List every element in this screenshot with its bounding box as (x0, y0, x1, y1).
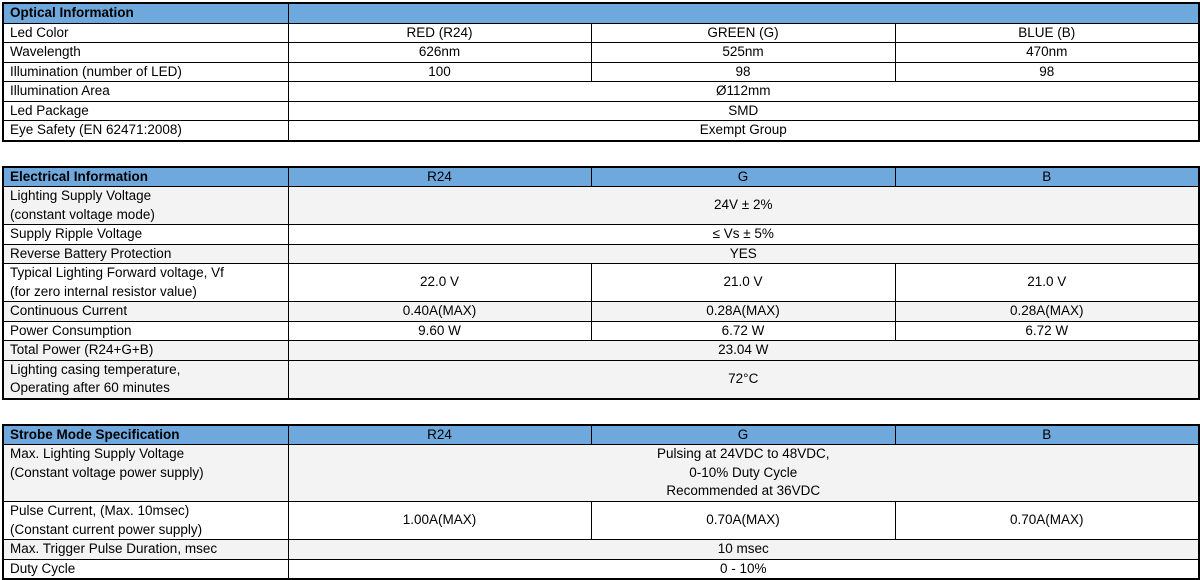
value-cell-merged: Exempt Group (288, 121, 1199, 141)
value-cell-b: 6.72 W (895, 321, 1199, 341)
row-label: Duty Cycle (3, 559, 288, 579)
value-cell-merged: Ø112mm (288, 82, 1199, 102)
row-label: Reverse Battery Protection (3, 244, 288, 264)
value-cell-b: 0.28A(MAX) (895, 302, 1199, 322)
row-label: Led Color (3, 23, 288, 43)
row-label: Continuous Current (3, 302, 288, 322)
row-label: Led Package (3, 101, 288, 121)
column-header-r24: R24 (288, 167, 591, 187)
table-row: Continuous Current 0.40A(MAX) 0.28A(MAX)… (3, 302, 1199, 322)
value-cell-merged: 72°C (288, 360, 1199, 399)
optical-header-spacer (288, 3, 1199, 23)
value-cell-g: 0.70A(MAX) (591, 502, 895, 540)
table-row: Illumination Area Ø112mm (3, 82, 1199, 102)
value-cell-r24: 100 (288, 62, 591, 82)
row-label: Eye Safety (EN 62471:2008) (3, 121, 288, 141)
table-row: Reverse Battery Protection YES (3, 244, 1199, 264)
table-row: Led Package SMD (3, 101, 1199, 121)
table-row: Wavelength 626nm 525nm 470nm (3, 43, 1199, 63)
table-row: Led Color RED (R24) GREEN (G) BLUE (B) (3, 23, 1199, 43)
table-row: Lighting casing temperature, Operating a… (3, 360, 1199, 399)
row-label: Typical Lighting Forward voltage, Vf (fo… (3, 264, 288, 302)
value-cell-b: 98 (895, 62, 1199, 82)
column-header-g: G (591, 167, 895, 187)
row-label: Max. Trigger Pulse Duration, msec (3, 540, 288, 560)
value-cell-r24: 22.0 V (288, 264, 591, 302)
column-header-r24: R24 (288, 425, 591, 445)
strobe-section-title: Strobe Mode Specification (3, 425, 288, 445)
value-cell-b: 21.0 V (895, 264, 1199, 302)
row-label: Illumination (number of LED) (3, 62, 288, 82)
strobe-table: Strobe Mode Specification R24 G B Max. L… (2, 424, 1200, 580)
optical-section-title: Optical Information (3, 3, 288, 23)
table-row: Max. Lighting Supply Voltage (Constant v… (3, 445, 1199, 502)
value-cell-merged: 0 - 10% (288, 559, 1199, 579)
value-cell-g: 6.72 W (591, 321, 895, 341)
value-cell-merged: YES (288, 244, 1199, 264)
row-label: Lighting Supply Voltage (constant voltag… (3, 187, 288, 225)
row-label: Pulse Current, (Max. 10msec) (Constant c… (3, 502, 288, 540)
column-header-b: B (895, 167, 1199, 187)
row-label: Supply Ripple Voltage (3, 225, 288, 245)
table-row: Eye Safety (EN 62471:2008) Exempt Group (3, 121, 1199, 141)
value-cell-merged: 10 msec (288, 540, 1199, 560)
row-label: Power Consumption (3, 321, 288, 341)
value-cell-b: 0.70A(MAX) (895, 502, 1199, 540)
value-cell-merged: SMD (288, 101, 1199, 121)
table-row: Power Consumption 9.60 W 6.72 W 6.72 W (3, 321, 1199, 341)
value-cell-merged: 23.04 W (288, 341, 1199, 361)
column-header-g: G (591, 425, 895, 445)
value-cell-b: 470nm (895, 43, 1199, 63)
value-cell-merged: ≤ Vs ± 5% (288, 225, 1199, 245)
value-cell-g: 21.0 V (591, 264, 895, 302)
value-cell-r24: 0.40A(MAX) (288, 302, 591, 322)
table-row: Lighting Supply Voltage (constant voltag… (3, 187, 1199, 225)
table-row: Duty Cycle 0 - 10% (3, 559, 1199, 579)
value-cell-merged: 24V ± 2% (288, 187, 1199, 225)
table-row: Illumination (number of LED) 100 98 98 (3, 62, 1199, 82)
value-cell-g: 0.28A(MAX) (591, 302, 895, 322)
strobe-header-row: Strobe Mode Specification R24 G B (3, 425, 1199, 445)
table-row: Max. Trigger Pulse Duration, msec 10 mse… (3, 540, 1199, 560)
value-cell-g: 525nm (591, 43, 895, 63)
table-row: Typical Lighting Forward voltage, Vf (fo… (3, 264, 1199, 302)
value-cell-b: BLUE (B) (895, 23, 1199, 43)
value-cell-g: GREEN (G) (591, 23, 895, 43)
value-cell-r24: 626nm (288, 43, 591, 63)
value-cell-merged: Pulsing at 24VDC to 48VDC, 0-10% Duty Cy… (288, 445, 1199, 502)
table-row: Pulse Current, (Max. 10msec) (Constant c… (3, 502, 1199, 540)
table-row: Supply Ripple Voltage ≤ Vs ± 5% (3, 225, 1199, 245)
optical-table: Optical Information Led Color RED (R24) … (2, 2, 1200, 142)
electrical-header-row: Electrical Information R24 G B (3, 167, 1199, 187)
row-label: Lighting casing temperature, Operating a… (3, 360, 288, 399)
row-label: Max. Lighting Supply Voltage (Constant v… (3, 445, 288, 502)
row-label: Wavelength (3, 43, 288, 63)
value-cell-g: 98 (591, 62, 895, 82)
row-label: Total Power (R24+G+B) (3, 341, 288, 361)
row-label: Illumination Area (3, 82, 288, 102)
table-row: Total Power (R24+G+B) 23.04 W (3, 341, 1199, 361)
column-header-b: B (895, 425, 1199, 445)
value-cell-r24: 9.60 W (288, 321, 591, 341)
optical-header-row: Optical Information (3, 3, 1199, 23)
electrical-section-title: Electrical Information (3, 167, 288, 187)
electrical-table: Electrical Information R24 G B Lighting … (2, 166, 1200, 400)
value-cell-r24: 1.00A(MAX) (288, 502, 591, 540)
value-cell-r24: RED (R24) (288, 23, 591, 43)
